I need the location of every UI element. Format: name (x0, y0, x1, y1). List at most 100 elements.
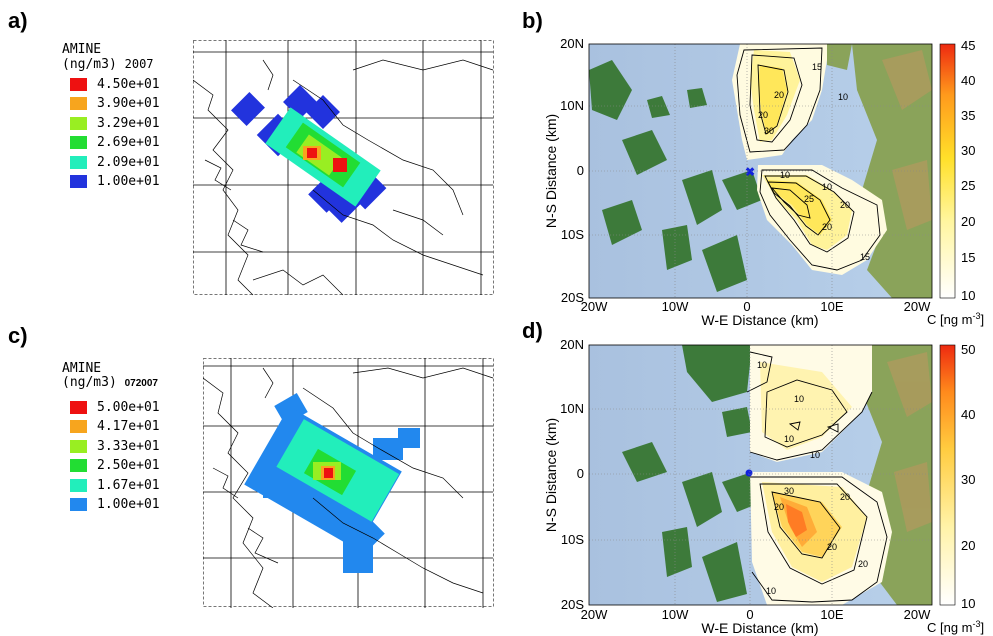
panel-a-concentration-cells (231, 85, 387, 223)
legend-swatch (70, 175, 87, 188)
panel-b-letter: b) (522, 8, 543, 33)
legend-entry: 3.29e+01 (70, 115, 160, 131)
x-axis-label: W-E Distance (km) (701, 312, 818, 328)
panel-b-colorbar (939, 43, 956, 299)
legend-entry: 2.50e+01 (70, 458, 160, 474)
contour-label: 10 (822, 182, 832, 192)
panel-c-letter: c) (8, 323, 28, 348)
contour-label: 10 (766, 586, 776, 596)
x-tick-label: 20W (904, 607, 931, 622)
legend-swatch (70, 439, 87, 453)
x-tick-label: 10E (820, 299, 843, 314)
panel-d-gridlines (589, 345, 932, 605)
x-tick-label: 20W (581, 607, 608, 622)
legend-entry: 1.00e+01 (70, 497, 160, 513)
legend-label: 3.33e+01 (97, 438, 160, 454)
contour-label: 20 (840, 200, 850, 210)
panel-d-figure: 10 10 10 10 30 20 20 20 20 10 20N 10N 0 … (543, 337, 984, 636)
legend-entry: 1.00e+01 (70, 174, 160, 190)
legend-label: 1.67e+01 (97, 477, 160, 493)
legend-label: 4.50e+01 (97, 76, 160, 92)
panel-c-concentration-cells (244, 392, 420, 573)
colorbar-tick: 50 (961, 342, 975, 357)
contour-label: 10 (757, 360, 767, 370)
contour-label: 20 (758, 110, 768, 120)
legend-swatch (70, 459, 87, 472)
legend-label: 2.69e+01 (97, 135, 160, 150)
panel-b-land (589, 60, 762, 292)
contour-label: 15 (812, 62, 822, 72)
legend-entry: 3.33e+01 (70, 438, 160, 454)
contour-label: 10 (838, 92, 848, 102)
x-tick-label: 10W (662, 299, 689, 314)
contour-label: 30 (764, 126, 774, 136)
panel-d-letter: d) (522, 318, 543, 343)
x-tick-label: 10W (662, 607, 689, 622)
contour-label: 20 (774, 90, 784, 100)
y-tick-label: 0 (577, 163, 584, 178)
legend-label: 2.50e+01 (97, 458, 160, 473)
contour-label: 20 (822, 222, 832, 232)
contour-label: 10 (810, 450, 820, 460)
y-tick-label: 20N (560, 36, 584, 51)
panel-d-contours (746, 351, 888, 603)
colorbar-tick: 40 (961, 73, 975, 88)
panel-b-colorbar-ticks: 45 40 35 30 25 20 15 10 (961, 38, 975, 303)
legend-entry: 2.09e+01 (70, 154, 160, 170)
x-tick-label: 10E (820, 607, 843, 622)
colorbar-tick: 20 (961, 214, 975, 229)
contour-label: 10 (780, 170, 790, 180)
panel-d-colorbar (939, 344, 956, 606)
legend-swatch (70, 155, 87, 169)
legend-entry: 3.90e+01 (70, 96, 160, 112)
colorbar-tick: 10 (961, 596, 975, 611)
panel-b-contour-labels: 15 20 10 20 30 10 20 25 20 10 15 (758, 62, 870, 262)
legend-title-line2: (ng/m3) (62, 375, 117, 390)
y-tick-label: 20S (561, 290, 584, 305)
legend-title-line1: AMINE (62, 42, 102, 57)
colorbar-tick: 30 (961, 143, 975, 158)
colorbar-tick: 40 (961, 407, 975, 422)
panel-b-yticks: 20N 10N 0 10S 20S (560, 36, 584, 305)
legend-entry: 5.00e+01 (70, 399, 160, 415)
y-axis-label: N-S Distance (km) (543, 418, 559, 532)
y-tick-label: 10N (560, 98, 584, 113)
legend-swatch (70, 116, 87, 130)
source-marker-icon: ✖ (745, 165, 755, 179)
legend-entry: 2.69e+01 (70, 135, 160, 151)
legend-swatch (70, 97, 87, 110)
colorbar-tick: 35 (961, 108, 975, 123)
colorbar-tick: 15 (961, 250, 975, 265)
contour-label: 30 (784, 486, 794, 496)
colorbar-tick: 20 (961, 538, 975, 553)
legend-label: 3.90e+01 (97, 96, 160, 111)
x-tick-label: 0 (746, 607, 753, 622)
panel-d-yticks: 20N 10N 0 10S 20S (560, 337, 584, 612)
panel-a-legend-title: AMINE (ng/m3) 2007 (62, 43, 154, 72)
legend-label: 1.00e+01 (97, 174, 160, 189)
legend-title-suffix: 072007 (124, 378, 158, 389)
legend-entry: 4.17e+01 (70, 419, 160, 435)
legend-entry: 4.50e+01 (70, 76, 160, 92)
contour-label: 15 (860, 252, 870, 262)
y-axis-label: N-S Distance (km) (543, 114, 559, 228)
panel-c-map (203, 358, 494, 608)
contour-label: 25 (804, 194, 814, 204)
panel-d-colorbar-ticks: 50 40 30 20 10 (961, 342, 975, 611)
panel-b-xticks: 20W 10W 0 10E 20W (581, 299, 931, 314)
legend-label: 1.00e+01 (97, 497, 160, 512)
x-tick-label: 20W (581, 299, 608, 314)
colorbar-tick: 10 (961, 288, 975, 303)
legend-label: 3.29e+01 (97, 115, 160, 131)
legend-swatch (70, 77, 87, 91)
panel-d-colorbar-label: C [ng m-3] (927, 619, 984, 635)
contour-label: 20 (840, 492, 850, 502)
y-tick-label: 10S (561, 227, 584, 242)
y-tick-label: 20N (560, 337, 584, 352)
panel-c-legend-title: AMINE (ng/m3) 072007 (62, 362, 158, 391)
legend-title-suffix: 2007 (124, 57, 154, 71)
legend-label: 4.17e+01 (97, 419, 160, 434)
y-tick-label: 10S (561, 532, 584, 547)
colorbar-tick: 25 (961, 178, 975, 193)
legend-swatch (70, 420, 87, 433)
